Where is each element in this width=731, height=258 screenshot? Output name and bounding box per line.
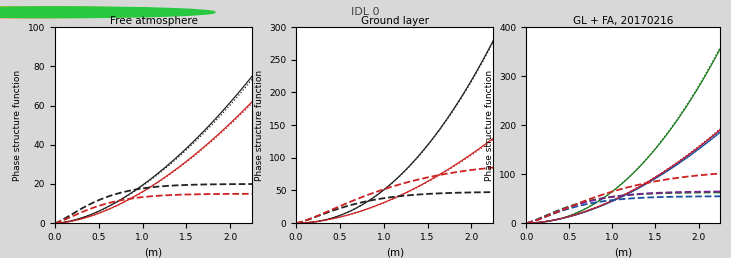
X-axis label: (m): (m) [145,247,162,257]
Y-axis label: Phase structure function: Phase structure function [485,70,494,181]
Text: IDL 0: IDL 0 [352,7,379,17]
Title: Free atmosphere: Free atmosphere [110,16,197,26]
Y-axis label: Phase structure function: Phase structure function [254,70,264,181]
Circle shape [0,7,215,18]
X-axis label: (m): (m) [614,247,632,257]
Title: Ground layer: Ground layer [360,16,429,26]
Circle shape [0,7,177,18]
Circle shape [0,7,196,18]
Title: GL + FA, 20170216: GL + FA, 20170216 [573,16,673,26]
X-axis label: (m): (m) [386,247,404,257]
Y-axis label: Phase structure function: Phase structure function [13,70,23,181]
